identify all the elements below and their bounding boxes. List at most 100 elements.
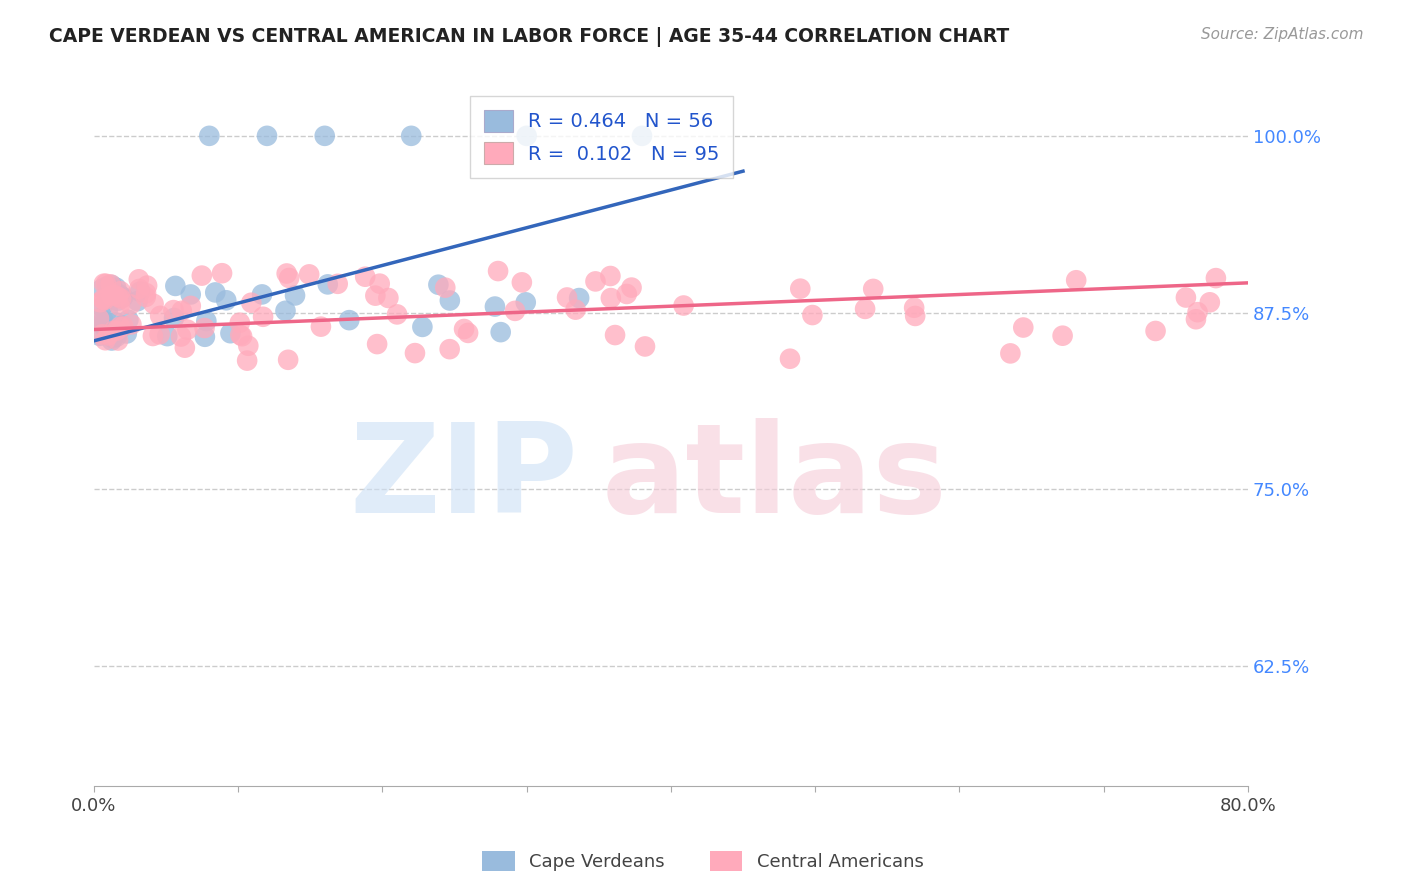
Point: [101, 326, 124, 340]
Legend: R = 0.464   N = 56, R =  0.102   N = 95: R = 0.464 N = 56, R = 0.102 N = 95: [470, 96, 734, 178]
Point: [789, 282, 811, 296]
Point: [108, 288, 131, 302]
Point: [108, 323, 131, 337]
Point: [211, 266, 233, 280]
Point: [170, 303, 193, 318]
Point: [516, 128, 538, 143]
Point: [108, 299, 131, 313]
Point: [368, 277, 391, 291]
Point: [100, 288, 122, 302]
Point: [87, 311, 110, 326]
Point: [284, 288, 307, 302]
Point: [91, 300, 114, 314]
Point: [564, 302, 586, 317]
Point: [193, 321, 215, 335]
Point: [486, 264, 509, 278]
Point: [354, 269, 377, 284]
Point: [100, 278, 122, 293]
Point: [135, 286, 157, 301]
Point: [672, 299, 695, 313]
Point: [278, 271, 301, 285]
Legend: Cape Verdeans, Central Americans: Cape Verdeans, Central Americans: [475, 844, 931, 879]
Point: [128, 282, 150, 296]
Point: [191, 268, 214, 283]
Point: [250, 287, 273, 301]
Point: [510, 276, 533, 290]
Point: [1052, 328, 1074, 343]
Point: [104, 315, 127, 329]
Point: [236, 353, 259, 368]
Point: [252, 310, 274, 324]
Point: [484, 300, 506, 314]
Point: [195, 314, 218, 328]
Point: [503, 304, 526, 318]
Point: [385, 307, 408, 321]
Point: [1185, 312, 1208, 326]
Point: [107, 287, 129, 301]
Point: [457, 326, 479, 340]
Point: [194, 330, 217, 344]
Point: [129, 285, 152, 299]
Point: [337, 313, 360, 327]
Point: [1205, 271, 1227, 285]
Point: [103, 287, 125, 301]
Point: [103, 324, 125, 338]
Point: [142, 329, 165, 343]
Point: [427, 277, 450, 292]
Point: [135, 290, 157, 304]
Point: [204, 285, 226, 300]
Point: [108, 319, 131, 334]
Point: [229, 316, 252, 330]
Point: [107, 290, 129, 304]
Point: [105, 324, 128, 338]
Point: [101, 283, 124, 297]
Point: [110, 292, 132, 306]
Point: [100, 334, 122, 348]
Point: [105, 281, 128, 295]
Point: [377, 291, 399, 305]
Point: [620, 280, 643, 294]
Point: [309, 319, 332, 334]
Point: [489, 325, 512, 339]
Point: [149, 327, 172, 342]
Point: [97, 303, 120, 318]
Point: [101, 331, 124, 345]
Point: [1012, 320, 1035, 334]
Point: [117, 312, 139, 326]
Point: [110, 290, 132, 304]
Point: [366, 337, 388, 351]
Point: [238, 339, 260, 353]
Point: [240, 295, 263, 310]
Point: [198, 128, 221, 143]
Point: [904, 309, 927, 323]
Point: [599, 268, 621, 283]
Point: [105, 329, 128, 343]
Point: [231, 329, 253, 343]
Point: [326, 277, 349, 291]
Point: [120, 318, 142, 332]
Point: [112, 290, 135, 304]
Point: [364, 288, 387, 302]
Point: [515, 295, 537, 310]
Point: [111, 318, 134, 333]
Point: [94, 333, 117, 347]
Point: [100, 277, 122, 292]
Text: Source: ZipAtlas.com: Source: ZipAtlas.com: [1201, 27, 1364, 42]
Point: [274, 303, 297, 318]
Point: [1000, 346, 1022, 360]
Point: [215, 293, 238, 308]
Point: [862, 282, 884, 296]
Point: [107, 293, 129, 308]
Point: [616, 287, 638, 301]
Point: [89, 295, 111, 310]
Point: [94, 277, 117, 291]
Point: [568, 291, 591, 305]
Point: [156, 329, 179, 343]
Point: [87, 311, 110, 326]
Point: [93, 313, 115, 327]
Point: [180, 287, 202, 301]
Point: [162, 303, 184, 318]
Text: ZIP: ZIP: [350, 417, 579, 539]
Point: [127, 294, 149, 309]
Point: [136, 278, 159, 293]
